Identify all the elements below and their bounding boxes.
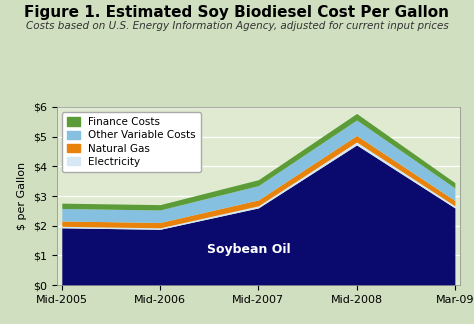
Text: Soybean Oil: Soybean Oil xyxy=(207,243,290,256)
Text: Costs based on U.S. Energy Information Agency, adjusted for current input prices: Costs based on U.S. Energy Information A… xyxy=(26,21,448,31)
Text: Figure 1. Estimated Soy Biodiesel Cost Per Gallon: Figure 1. Estimated Soy Biodiesel Cost P… xyxy=(25,5,449,20)
Y-axis label: $ per Gallon: $ per Gallon xyxy=(18,162,27,230)
Legend: Finance Costs, Other Variable Costs, Natural Gas, Electricity: Finance Costs, Other Variable Costs, Nat… xyxy=(62,112,201,172)
